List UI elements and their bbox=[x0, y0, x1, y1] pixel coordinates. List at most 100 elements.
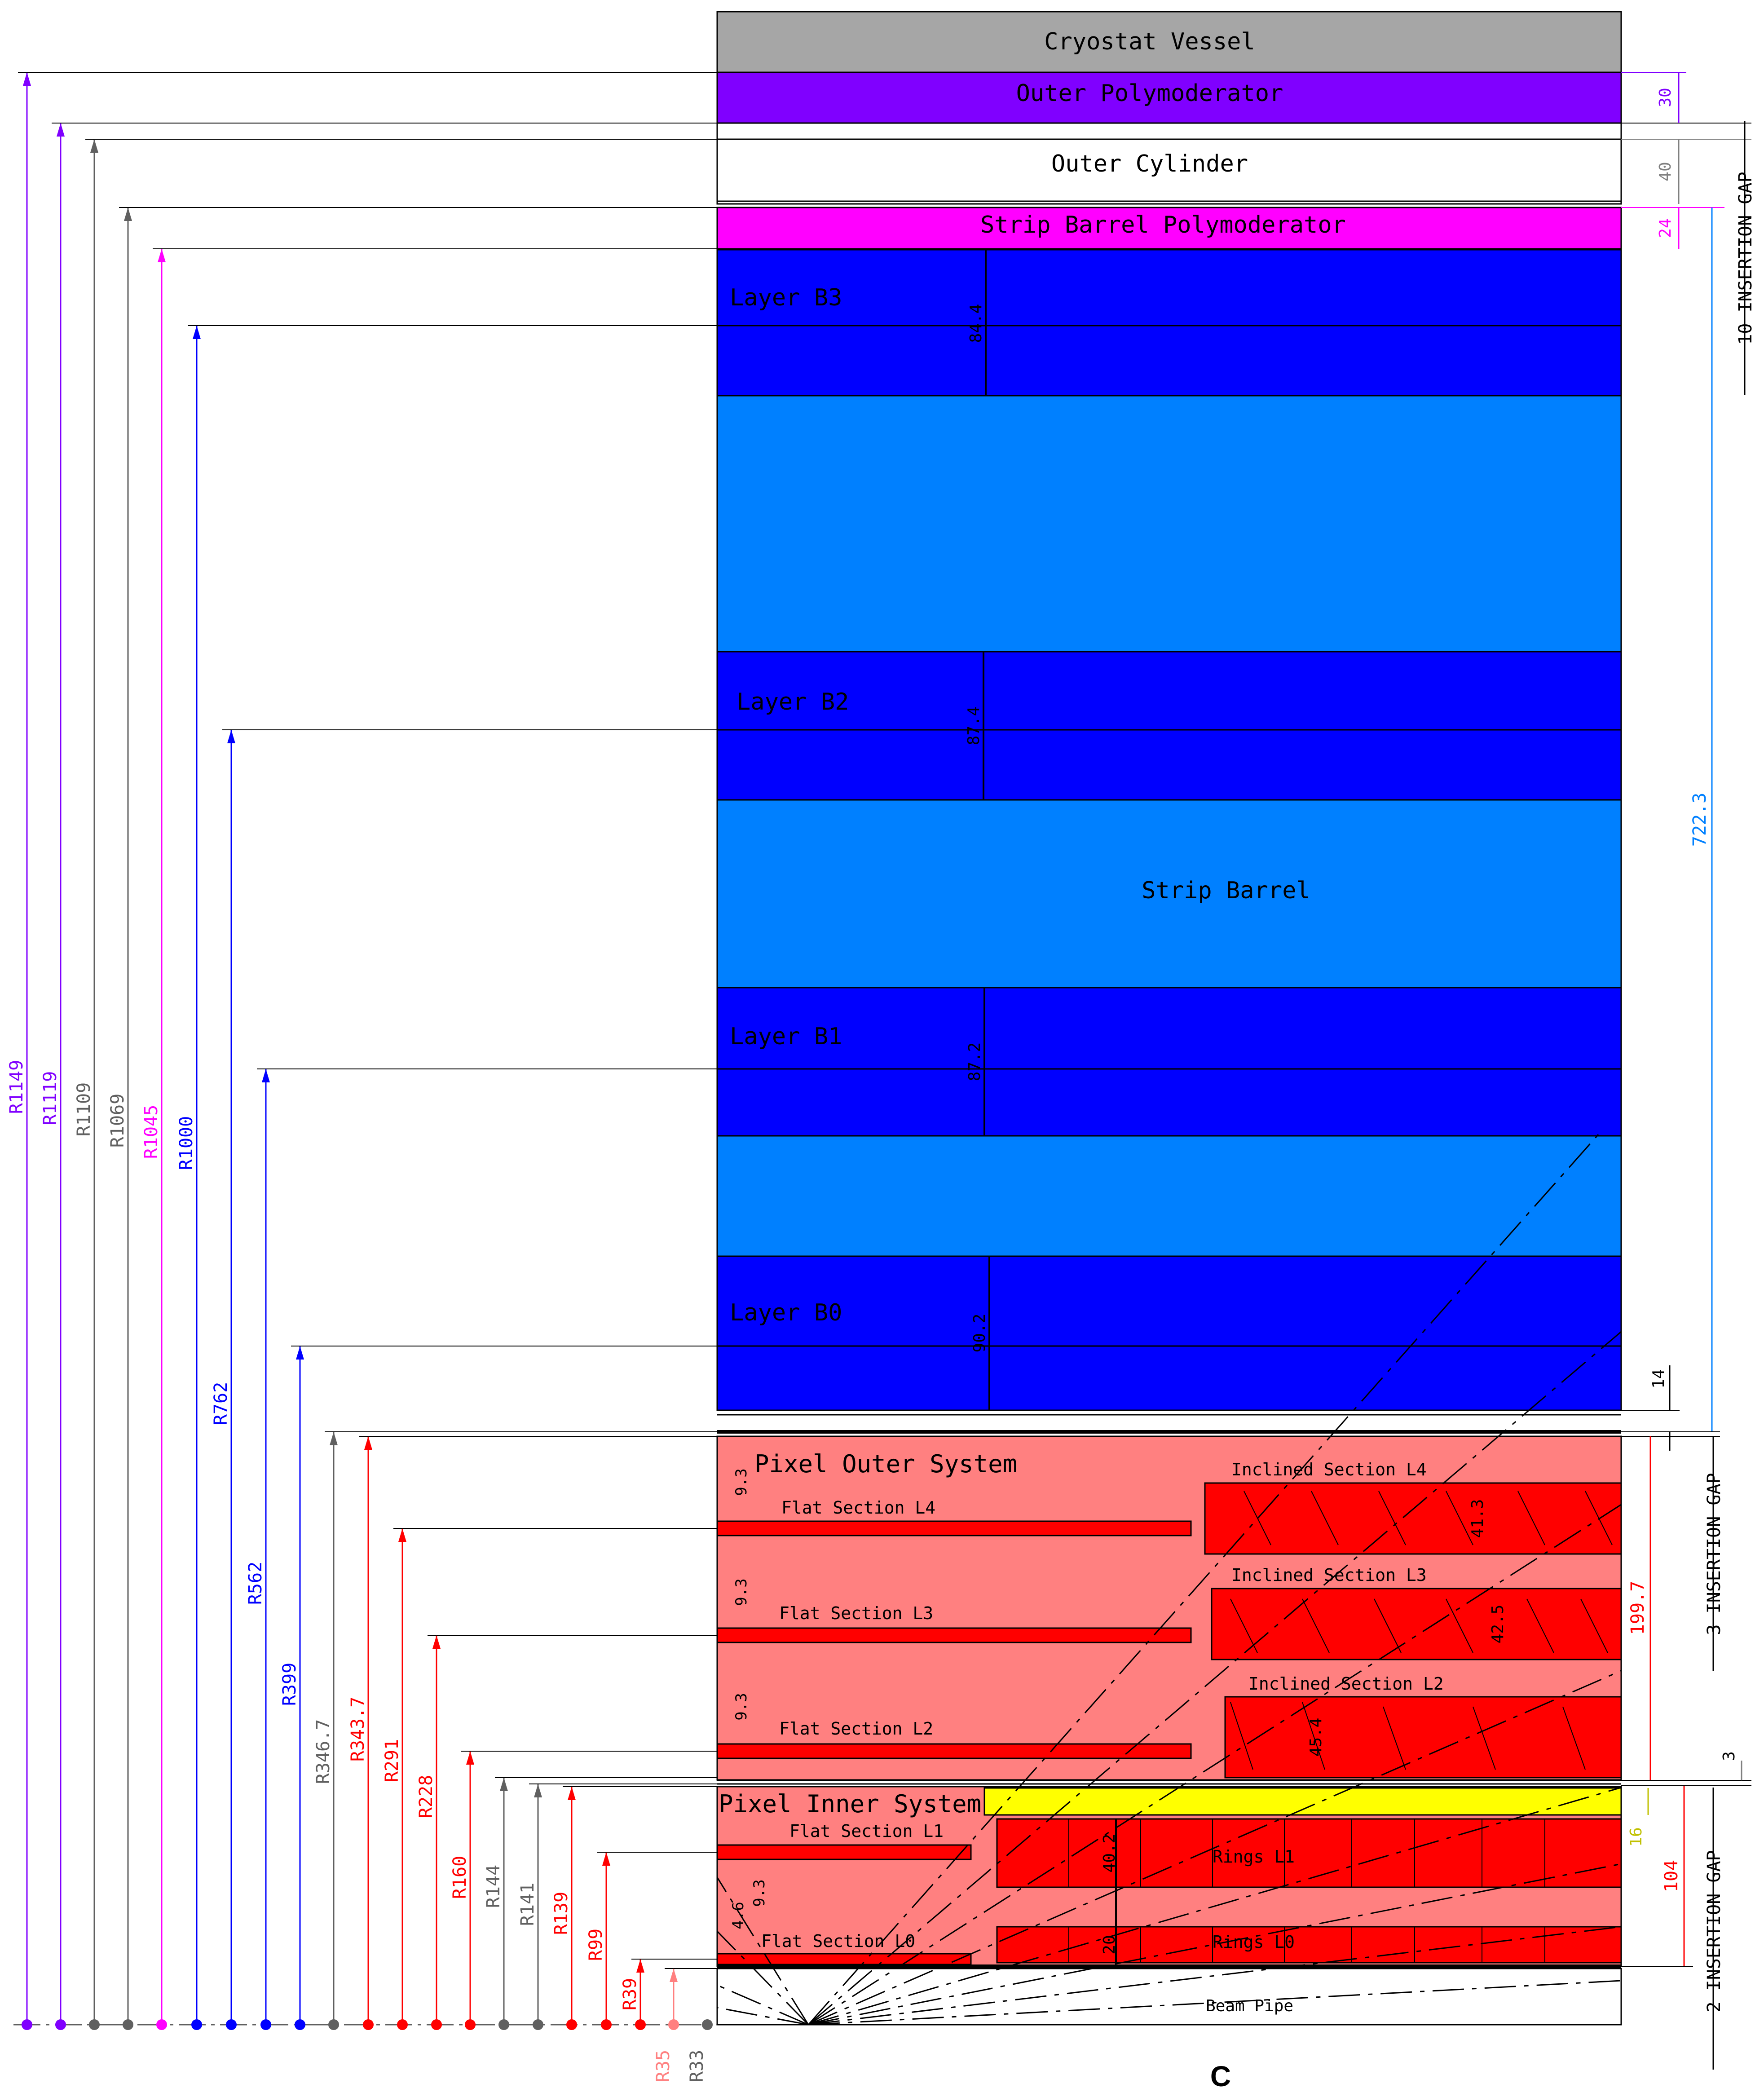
radius-origin-dot bbox=[635, 2019, 646, 2030]
radius-arrow-icon bbox=[636, 1959, 644, 1973]
radius-label: R343.7 bbox=[348, 1697, 368, 1762]
flat-section-l3-label: Flat Section L3 bbox=[779, 1603, 933, 1623]
radius-label: R144 bbox=[483, 1865, 504, 1908]
flat-section-l4-label: Flat Section L4 bbox=[781, 1498, 935, 1518]
outer-polymoderator-label: Outer Polymoderator bbox=[1016, 80, 1283, 107]
flat-section-l2-label: Flat Section L2 bbox=[779, 1719, 933, 1739]
radius-arrow-icon bbox=[568, 1787, 576, 1800]
rings-l0 bbox=[996, 1926, 1622, 1964]
yellow-service-layer bbox=[983, 1787, 1622, 1816]
strip-layer-b0-thickness: 90.2 bbox=[970, 1314, 989, 1353]
radius-label: R33 bbox=[687, 2050, 707, 2082]
flat-section-l1-gap: 9.3 bbox=[750, 1879, 768, 1907]
radius-origin-dot bbox=[328, 2019, 339, 2030]
rings-l1 bbox=[996, 1818, 1622, 1888]
pixel-inner-system: Pixel Inner System Flat Section L1 9.3 F… bbox=[716, 1786, 1622, 1968]
strip-layer-b2-label: Layer B2 bbox=[736, 689, 849, 715]
strip-barrel-polymoderator-label: Strip Barrel Polymoderator bbox=[980, 212, 1346, 238]
radius-label: R1119 bbox=[40, 1071, 61, 1125]
inclined-section-l4-thickness: 41.3 bbox=[1469, 1499, 1487, 1538]
radius-arrow-icon bbox=[670, 1969, 678, 1982]
radius-arrow-icon bbox=[262, 1069, 270, 1082]
radius-arrow-icon bbox=[330, 1432, 338, 1445]
flat-section-l0-label: Flat Section L0 bbox=[761, 1931, 915, 1951]
beam-pipe-region: Beam Pipe bbox=[716, 1968, 1622, 2026]
strip-layer-b3-thickness: 84.4 bbox=[967, 304, 985, 343]
radius-dimensions: R1149 R1119 R1109 R1069 R1045 R1000 R762 R562 R3… bbox=[6, 72, 717, 2082]
radius-label: R228 bbox=[416, 1775, 437, 1818]
radius-origin-dot bbox=[156, 2019, 167, 2030]
dim-strip-total: 722.3 bbox=[1689, 793, 1710, 847]
strip-barrel-label: Strip Barrel bbox=[1142, 877, 1310, 904]
radius-origin-dot bbox=[123, 2019, 133, 2030]
radius-origin-dot bbox=[566, 2019, 577, 2030]
radius-arrow-icon bbox=[602, 1852, 610, 1866]
radius-origin-dot bbox=[465, 2019, 476, 2030]
radius-origin-dot bbox=[260, 2019, 271, 2030]
radius-origin-dot bbox=[226, 2019, 237, 2030]
radius-arrow-icon bbox=[534, 1784, 542, 1797]
pixel-inner-label: Pixel Inner System bbox=[719, 1790, 981, 1818]
beam-pipe-label: Beam Pipe bbox=[1206, 1997, 1293, 2015]
radius-arrow-icon bbox=[466, 1751, 474, 1765]
flat-section-l2-gap: 9.3 bbox=[732, 1693, 750, 1720]
dim-gap-strip-pixel: 14 bbox=[1649, 1369, 1668, 1388]
strip-barrel: Strip Barrel Layer B3 84.4 Layer B2 87.4… bbox=[716, 249, 1622, 1434]
inclined-section-l4 bbox=[1204, 1482, 1622, 1555]
radius-label: R1069 bbox=[107, 1094, 128, 1148]
strip-layer-b0-label: Layer B0 bbox=[730, 1299, 842, 1326]
insertion-gap-10: 10 INSERTION GAP bbox=[1735, 172, 1756, 344]
flat-section-l0-stave bbox=[716, 1953, 972, 1965]
strip-layer-b3-label: Layer B3 bbox=[730, 284, 842, 311]
dim-gap-pixel-outer-inner: 3 bbox=[1720, 1751, 1738, 1761]
pixel-outer-system: Pixel Outer System Flat Section L4 9.3 F… bbox=[716, 1435, 1622, 1785]
radius-origin-dot bbox=[363, 2019, 374, 2030]
radius-origin-dot bbox=[668, 2019, 679, 2030]
radius-origin-dot bbox=[55, 2019, 66, 2030]
radius-label: R1149 bbox=[6, 1060, 27, 1114]
radius-origin-dot bbox=[498, 2019, 509, 2030]
beam-pipe-box bbox=[716, 1968, 1622, 2026]
radius-arrow-icon bbox=[296, 1346, 304, 1360]
inclined-section-l4-label: Inclined Section L4 bbox=[1231, 1460, 1427, 1479]
dim-outer-polymoderator: 30 bbox=[1656, 88, 1675, 107]
radius-origin-dot bbox=[295, 2019, 305, 2030]
strip-layer-b1-thickness: 87.2 bbox=[966, 1042, 984, 1082]
radius-origin-dot bbox=[191, 2019, 202, 2030]
radius-label: R346.7 bbox=[313, 1719, 334, 1784]
radius-origin-dot bbox=[22, 2019, 32, 2030]
radius-label: R99 bbox=[586, 1929, 606, 1961]
inclined-section-l2-label: Inclined Section L2 bbox=[1248, 1674, 1444, 1694]
flat-section-l1-stave bbox=[716, 1844, 972, 1860]
dim-strip-polymoderator: 24 bbox=[1656, 218, 1675, 238]
radius-origin-dot bbox=[431, 2019, 442, 2030]
radius-label: R1000 bbox=[176, 1116, 197, 1170]
radius-arrow-icon bbox=[432, 1635, 441, 1649]
radius-origin-dot bbox=[397, 2019, 408, 2030]
flat-section-l0-gap: 4.6 bbox=[729, 1902, 747, 1929]
flat-section-l2-stave bbox=[716, 1743, 1192, 1759]
radius-arrow-icon bbox=[23, 72, 31, 86]
radius-arrow-icon bbox=[158, 249, 166, 262]
radius-label: R291 bbox=[382, 1739, 402, 1782]
strip-layer-b1 bbox=[716, 987, 1622, 1137]
strip-layer-b0 bbox=[716, 1255, 1622, 1411]
insertion-gap-3: 3 INSERTION GAP bbox=[1704, 1473, 1724, 1635]
flat-section-l4-stave bbox=[716, 1520, 1192, 1536]
outer-cylinder-label: Outer Cylinder bbox=[1051, 150, 1248, 177]
insertion-gap-2: 2 INSERTION GAP bbox=[1704, 1850, 1724, 2012]
radius-arrow-icon bbox=[57, 123, 65, 137]
eta-lines bbox=[716, 1134, 1622, 2026]
radius-origin-dot bbox=[601, 2019, 612, 2030]
radius-arrow-icon bbox=[124, 207, 132, 221]
radius-arrow-icon bbox=[500, 1778, 508, 1791]
rings-l0-dividers bbox=[1068, 1927, 1545, 1963]
dim-outer-cylinder: 40 bbox=[1656, 162, 1675, 181]
strip-barrel-region bbox=[716, 249, 1622, 1409]
inclined-section-l2 bbox=[1224, 1696, 1622, 1779]
radius-label: R39 bbox=[620, 1978, 640, 2010]
radius-label: R762 bbox=[211, 1382, 231, 1425]
radius-arrow-icon bbox=[90, 139, 98, 153]
pixel-outer-label: Pixel Outer System bbox=[754, 1450, 1017, 1478]
radius-arrow-icon bbox=[364, 1436, 372, 1450]
